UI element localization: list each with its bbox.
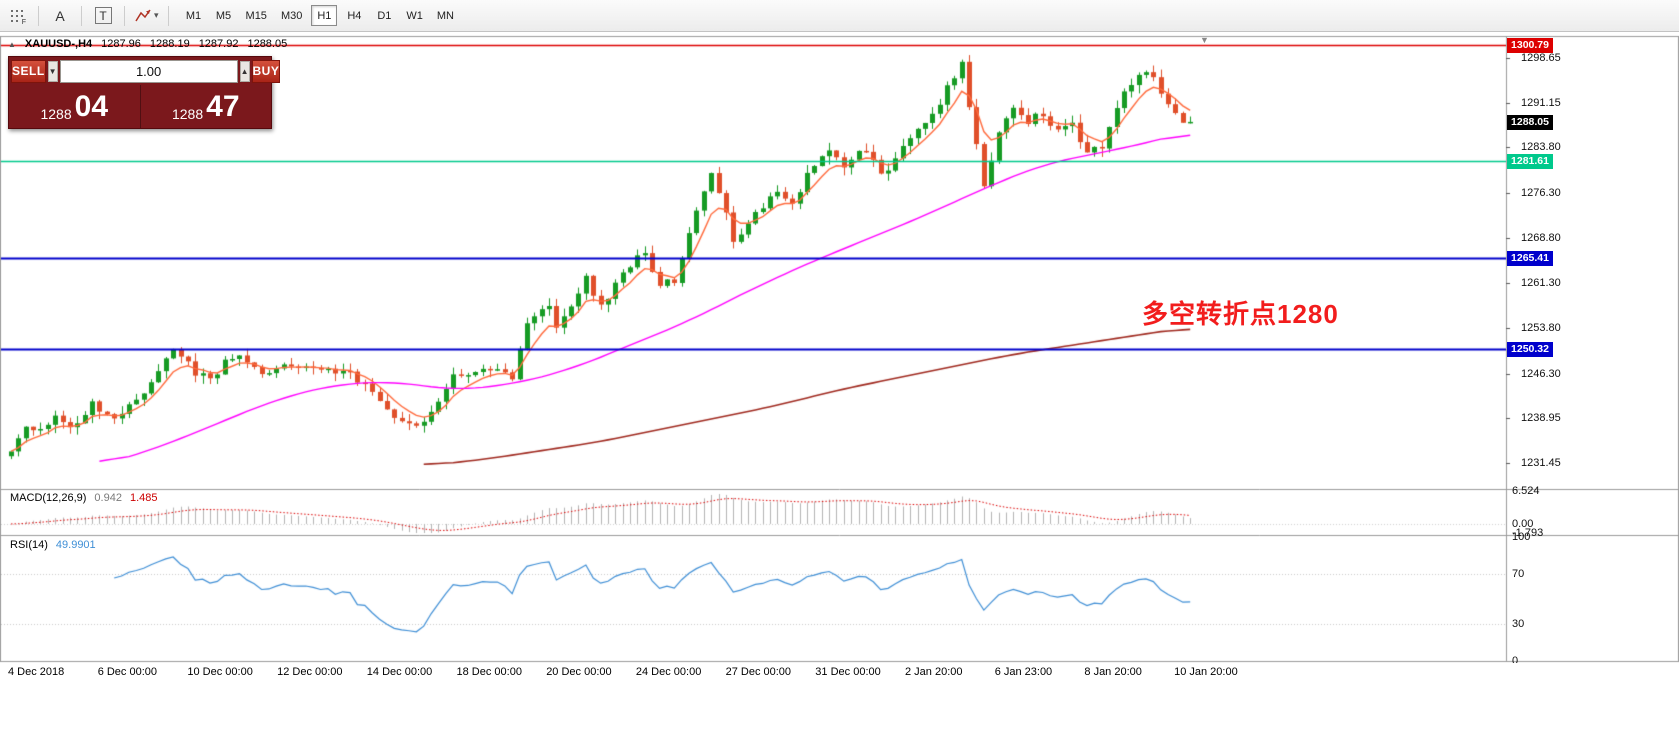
macd-value: 0.942: [94, 492, 122, 504]
timeframe-button-m30[interactable]: M30: [280, 9, 303, 22]
time-axis-label: 24 Dec 00:00: [635, 666, 702, 678]
macd-label: MACD(12,26,9) 0.942 1.485: [10, 492, 157, 504]
price-tick-label: 1261.30: [1521, 277, 1561, 290]
time-axis-label: 31 Dec 00:00: [815, 666, 881, 678]
rsi-axis-label: 30: [1512, 617, 1525, 630]
volume-input[interactable]: [59, 59, 238, 83]
sell-button[interactable]: SELL: [11, 59, 46, 83]
sell-price-fraction: 04: [74, 89, 109, 123]
price-tick-label: 1276.30: [1521, 186, 1561, 199]
chart-canvas[interactable]: [0, 32, 1679, 663]
macd-name: MACD(12,26,9): [10, 492, 87, 504]
time-axis-label: 6 Dec 00:00: [97, 666, 158, 678]
rsi-axis-label: 70: [1512, 568, 1525, 581]
draw-tools-icon[interactable]: ▾: [133, 4, 160, 28]
grid-icon-sub-label: F: [21, 18, 26, 26]
timeframe-button-h4[interactable]: H4: [347, 9, 362, 22]
rsi-axis-label: 0: [1512, 655, 1519, 667]
toolbar: F A T ▾ M1 M5 M15 M30 H1 H4 D1 W1 MN: [0, 0, 1679, 32]
timeframe-button-d1[interactable]: D1: [377, 9, 392, 22]
text-label-glyph: A: [55, 7, 65, 24]
time-axis-label: 2 Jan 20:00: [905, 666, 963, 678]
timeframe-button-mn[interactable]: MN: [436, 9, 454, 22]
price-line-badge: 1250.32: [1507, 342, 1553, 358]
price-line-badge: 1281.61: [1507, 153, 1553, 169]
timeframe-button-m1[interactable]: M1: [185, 9, 202, 22]
chart-overlays: ▲ XAUUSD-,H4 1287.96 1288.19 1287.92 128…: [0, 32, 1679, 667]
price-line-badge: 1300.79: [1507, 38, 1553, 54]
macd-axis-label: -1.793: [1512, 527, 1544, 539]
chart-area[interactable]: ▲ XAUUSD-,H4 1287.96 1288.19 1287.92 128…: [0, 32, 1679, 667]
price-tick-label: 1231.45: [1521, 457, 1561, 469]
trade-panel-prices: 1288 04 1288 47: [9, 85, 271, 128]
rsi-value: 49.9901: [55, 539, 96, 551]
symbol-name: XAUUSD-,H4: [24, 38, 93, 50]
quote-open: 1287.96: [101, 38, 141, 50]
time-axis-label: 6 Jan 23:00: [994, 666, 1053, 678]
polyline-glyph: [135, 9, 151, 21]
one-click-trade-panel: SELL ▼ ▲ BUY 1288 04 1288 47: [8, 56, 281, 129]
time-axis-label: 10 Jan 20:00: [1174, 666, 1238, 678]
rsi-label: RSI(14) 49.9901: [10, 539, 96, 551]
price-tick-label: 1283.80: [1521, 141, 1561, 154]
text-label-icon[interactable]: A: [47, 4, 73, 28]
text-annotation: 多空转折点1280: [1142, 299, 1339, 329]
volume-increase-button[interactable]: ▲: [239, 60, 250, 82]
price-tick-label: 1253.80: [1521, 322, 1561, 335]
price-tick-label: 1291.15: [1521, 97, 1561, 110]
sell-price: 1288 04: [9, 85, 140, 128]
time-axis-label: 14 Dec 00:00: [366, 666, 433, 678]
macd-axis-label: 6.524: [1512, 485, 1540, 497]
chart-shift-marker-icon[interactable]: ▼: [1200, 35, 1209, 45]
time-axis-label: 10 Dec 00:00: [187, 666, 253, 678]
toolbar-separator: [124, 5, 125, 26]
timeframe-button-w1[interactable]: W1: [406, 9, 423, 22]
price-tick-label: 1246.30: [1521, 367, 1561, 380]
timeframe-buttons: M1 M5 M15 M30 H1 H4 D1 W1 MN: [181, 5, 459, 26]
macd-signal-value: 1.485: [129, 492, 158, 504]
sell-price-integer: 1288: [40, 106, 72, 122]
timeframe-button-h1[interactable]: H1: [311, 5, 338, 26]
volume-decrease-button[interactable]: ▼: [47, 60, 58, 82]
buy-button[interactable]: BUY: [251, 59, 281, 83]
price-tick-label: 1298.65: [1521, 52, 1561, 64]
rsi-axis-label: 100: [1512, 531, 1531, 543]
macd-axis-label: 0.00: [1512, 517, 1534, 530]
time-axis-label: 8 Jan 20:00: [1084, 666, 1142, 678]
timeframe-button-m5[interactable]: M5: [215, 9, 232, 22]
price-tick-label: 1268.80: [1521, 231, 1561, 244]
grid-dots-glyph: [11, 9, 23, 22]
dropdown-caret-icon: ▾: [154, 10, 159, 20]
toolbar-separator: [167, 5, 169, 26]
trade-panel-controls: SELL ▼ ▲ BUY: [9, 57, 281, 85]
symbol-arrow-icon: ▲: [8, 39, 16, 49]
time-axis-label: 4 Dec 2018: [8, 666, 65, 678]
timeframe-button-m15[interactable]: M15: [245, 9, 267, 22]
toolbar-separator: [38, 5, 39, 26]
current-price-badge: 1288.05: [1507, 114, 1553, 130]
time-axis-label: 18 Dec 00:00: [456, 666, 522, 678]
rsi-name: RSI(14): [10, 539, 48, 551]
buy-price-fraction: 47: [206, 89, 240, 123]
price-line-badge: 1265.41: [1507, 251, 1553, 267]
time-axis-label: 27 Dec 00:00: [725, 666, 792, 678]
quote-close: 1288.05: [247, 38, 288, 50]
time-axis-label: 12 Dec 00:00: [277, 666, 343, 678]
toolbar-separator: [81, 5, 82, 26]
chart-title: ▲ XAUUSD-,H4 1287.96 1288.19 1287.92 128…: [8, 38, 287, 50]
text-box-icon[interactable]: T: [90, 4, 116, 28]
price-tick-label: 1238.95: [1521, 411, 1561, 424]
time-axis[interactable]: 4 Dec 2018 6 Dec 00:00 10 Dec 00:00 12 Dec …: [0, 663, 1679, 687]
buy-price-integer: 1288: [171, 106, 204, 122]
quote-low: 1287.92: [198, 38, 239, 50]
text-box-glyph: T: [94, 7, 112, 24]
time-axis-label: 20 Dec 00:00: [546, 666, 612, 678]
quote-high: 1288.19: [149, 38, 190, 50]
grid-dots-icon[interactable]: F: [4, 4, 30, 28]
buy-price: 1288 47: [139, 85, 272, 128]
